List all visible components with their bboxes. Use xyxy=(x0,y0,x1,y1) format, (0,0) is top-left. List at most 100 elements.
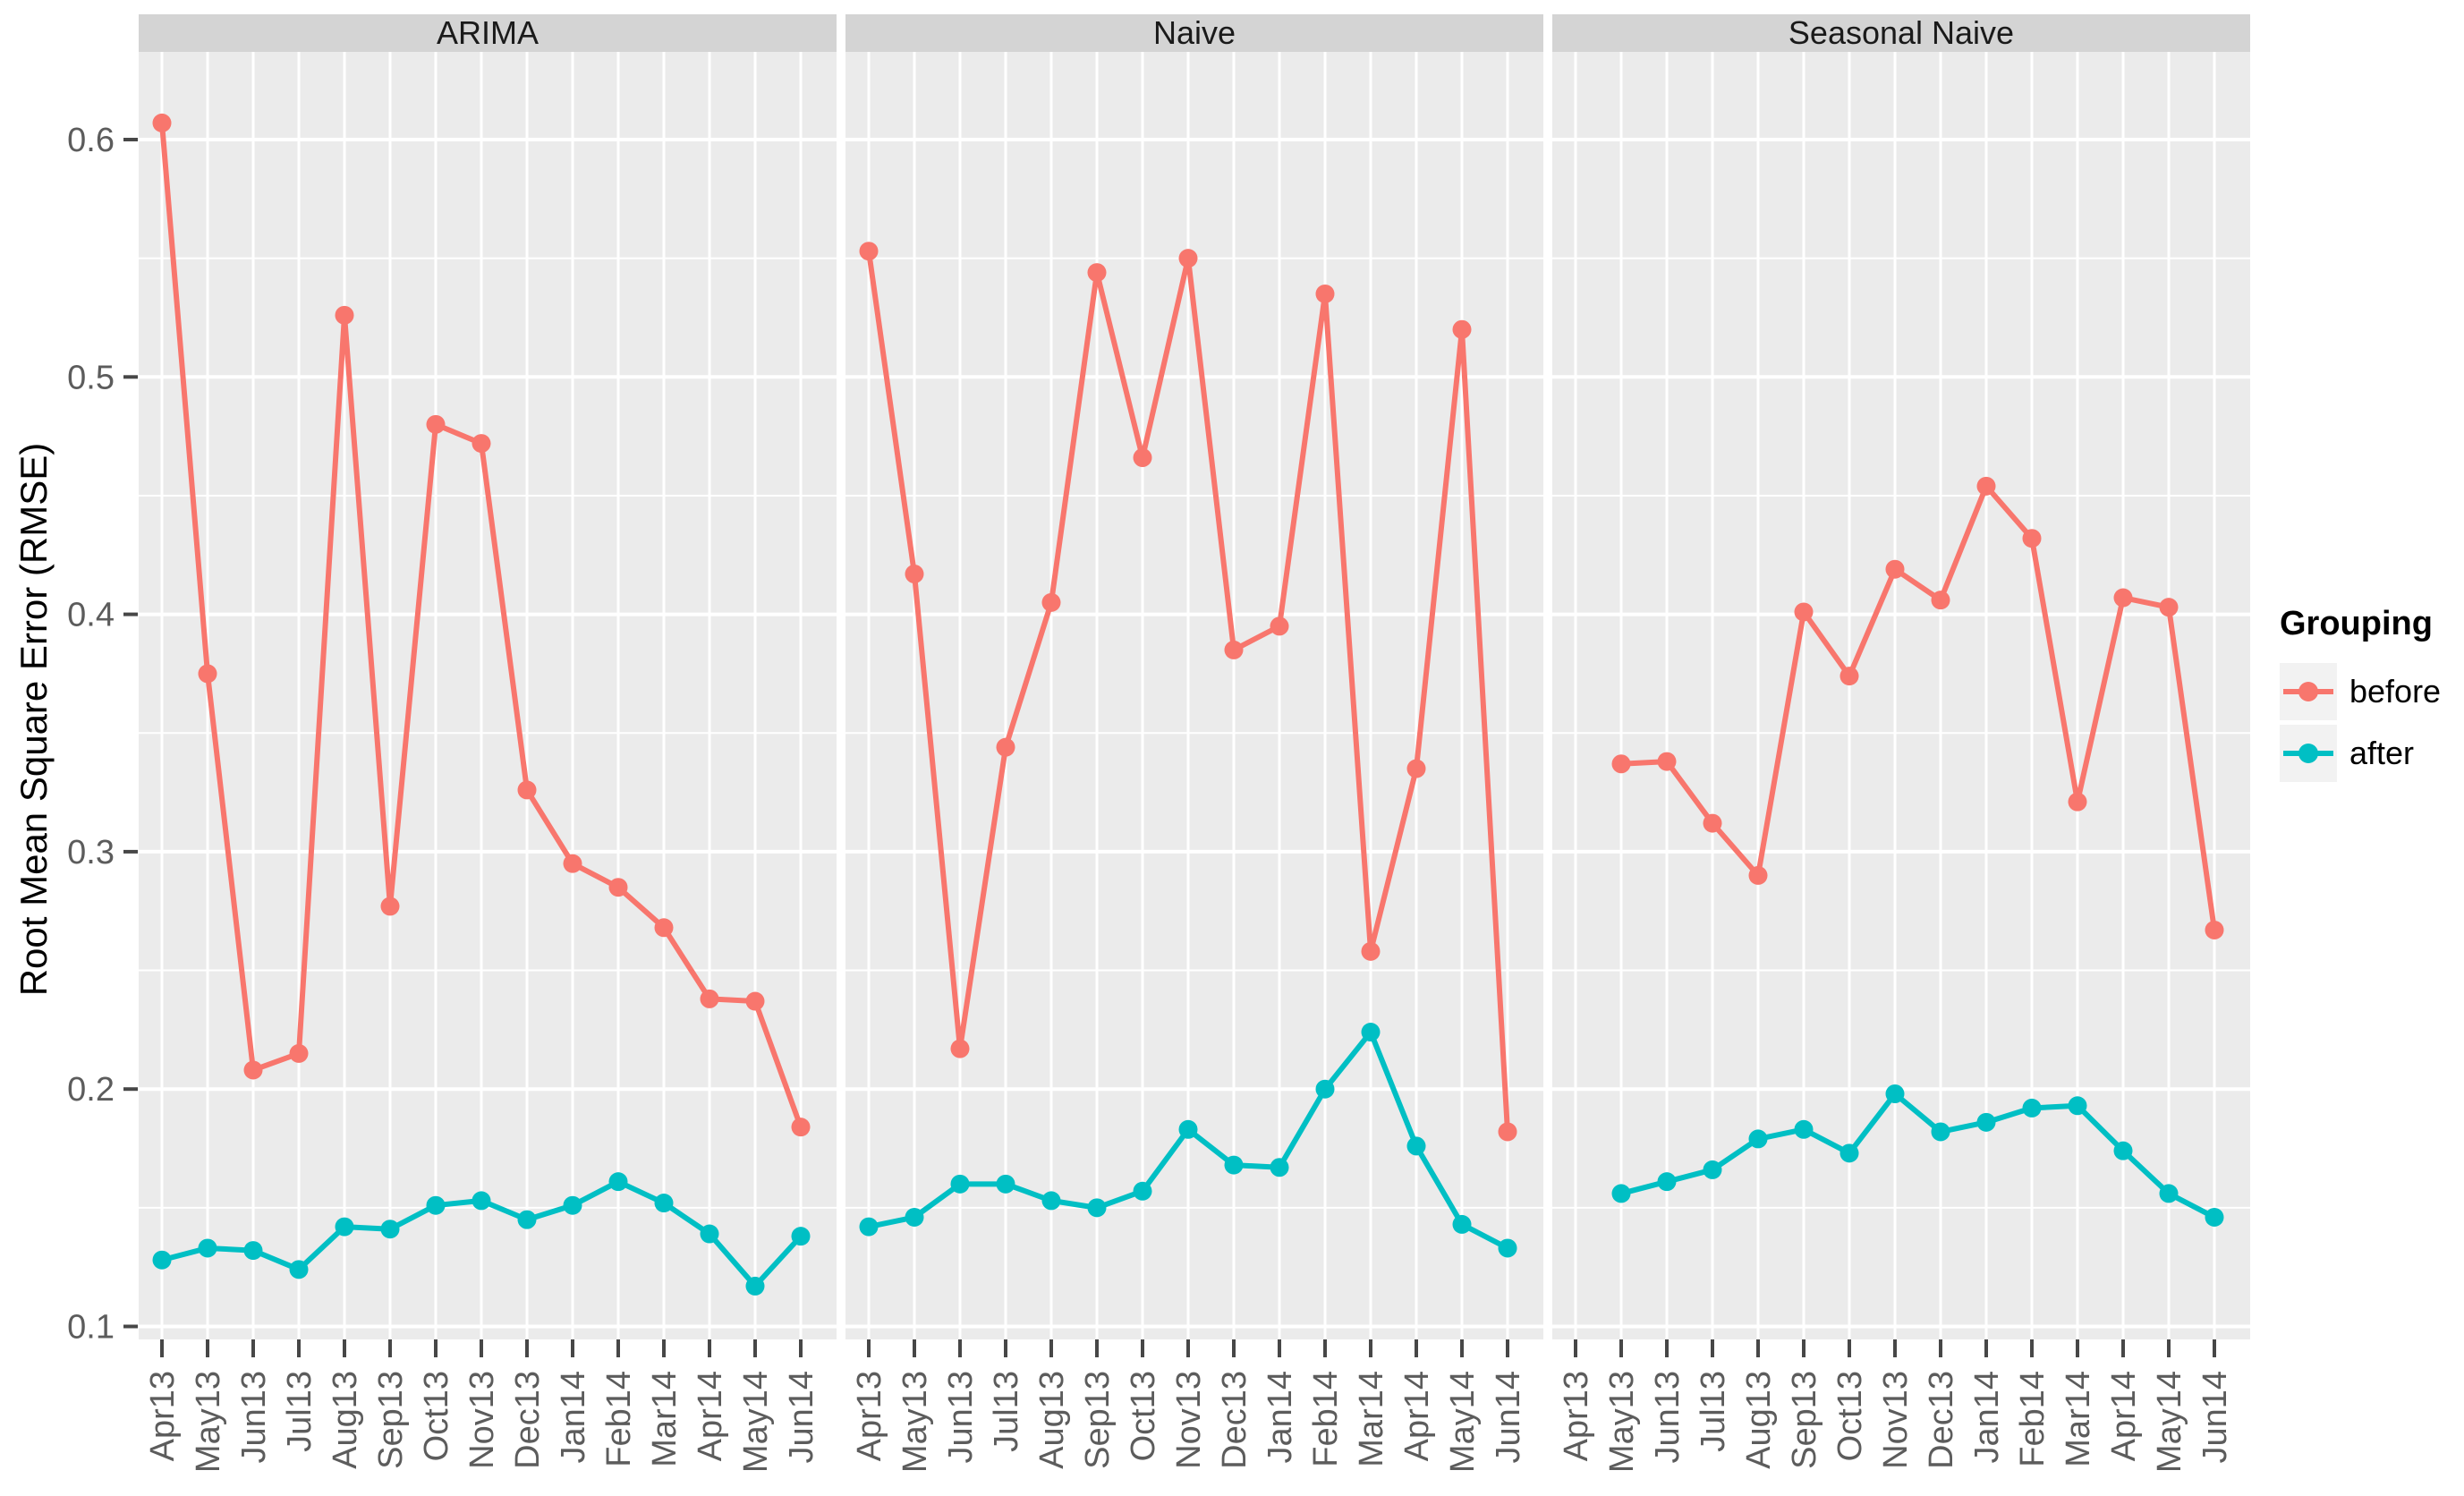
data-point-after xyxy=(791,1227,811,1246)
x-tick-label: Oct13 xyxy=(1831,1371,1869,1461)
legend-label-before: before xyxy=(2349,673,2442,710)
x-tick-label: Aug13 xyxy=(1033,1371,1071,1469)
data-point-before xyxy=(1657,752,1677,771)
panel-background xyxy=(1552,52,2250,1339)
facet-strip-naive: Naive xyxy=(845,14,1543,52)
data-point-before xyxy=(654,918,674,938)
data-point-before xyxy=(335,305,354,325)
facet-strip-arima: ARIMA xyxy=(139,14,837,52)
y-axis-title: Root Mean Square Error (RMSE) xyxy=(13,442,55,997)
x-tick-label: Nov13 xyxy=(1170,1371,1208,1469)
data-point-before xyxy=(243,1060,263,1080)
x-tick-label: May13 xyxy=(896,1371,934,1473)
data-point-before xyxy=(1224,640,1244,659)
legend: Grouping before after xyxy=(2273,605,2464,786)
facet-strip-seasonal-naive: Seasonal Naive xyxy=(1552,14,2250,52)
data-point-before xyxy=(2022,529,2042,548)
data-point-before xyxy=(1611,754,1631,774)
legend-key-after-icon xyxy=(2280,725,2337,782)
x-tick-label: Jun14 xyxy=(783,1371,820,1464)
x-tick-label: Apr13 xyxy=(144,1371,182,1461)
data-point-after xyxy=(905,1207,924,1227)
x-tick-label: May13 xyxy=(190,1371,227,1473)
data-point-after xyxy=(1794,1119,1814,1139)
panel-background xyxy=(845,52,1543,1339)
data-point-after xyxy=(517,1210,537,1229)
data-point-before xyxy=(1976,476,1996,496)
x-tick-label: Feb14 xyxy=(2014,1371,2052,1467)
data-point-after xyxy=(2113,1141,2133,1160)
x-tick-label: Nov13 xyxy=(463,1371,501,1469)
data-point-after xyxy=(950,1174,970,1194)
data-point-before xyxy=(1178,249,1198,268)
data-point-before xyxy=(996,737,1015,757)
x-tick-label: Oct13 xyxy=(1125,1371,1162,1461)
data-point-after xyxy=(152,1250,172,1270)
y-tick-label: 0.1 xyxy=(67,1309,115,1347)
data-point-before xyxy=(1885,559,1905,579)
data-point-after xyxy=(1611,1184,1631,1203)
panel-background xyxy=(139,52,837,1339)
data-point-after xyxy=(996,1174,1015,1194)
data-point-before xyxy=(1452,319,1472,339)
data-point-after xyxy=(654,1194,674,1213)
data-point-after xyxy=(1406,1136,1426,1156)
data-point-after xyxy=(2205,1207,2224,1227)
y-tick-label: 0.4 xyxy=(67,597,115,634)
x-tick-label: Jun13 xyxy=(1649,1371,1687,1464)
data-point-after xyxy=(1133,1181,1152,1201)
x-tick-label: Sep13 xyxy=(1079,1371,1117,1469)
data-point-after xyxy=(1703,1160,1722,1179)
legend-key-before-icon xyxy=(2280,663,2337,720)
data-point-before xyxy=(426,414,446,434)
x-tick-label: Feb14 xyxy=(1307,1371,1345,1467)
data-point-before xyxy=(905,564,924,583)
legend-key-glyph xyxy=(2283,682,2333,701)
x-tick-label: Jul13 xyxy=(281,1371,319,1452)
x-tick-label: Mar14 xyxy=(646,1371,684,1467)
data-point-before xyxy=(1270,616,1289,636)
data-point-before xyxy=(1315,284,1335,303)
x-tick-label: Oct13 xyxy=(418,1371,455,1461)
series-line-before xyxy=(1619,483,2217,933)
data-point-before xyxy=(1133,448,1152,468)
data-point-after xyxy=(1224,1155,1244,1175)
x-tick-label: Nov13 xyxy=(1877,1371,1915,1469)
x-tick-label: May14 xyxy=(2151,1371,2188,1473)
data-point-after xyxy=(198,1238,217,1258)
x-tick-label: Jun13 xyxy=(942,1371,980,1464)
data-point-before xyxy=(2205,920,2224,939)
x-tick-label: Sep13 xyxy=(1786,1371,1823,1469)
x-tick-label: Apr14 xyxy=(2105,1371,2143,1461)
data-point-after xyxy=(1885,1084,1905,1104)
x-tick-label: Jan14 xyxy=(555,1371,592,1464)
x-tick-label: Dec13 xyxy=(1923,1371,1960,1469)
data-point-after xyxy=(1270,1158,1289,1177)
data-point-before xyxy=(1748,865,1768,885)
data-point-after xyxy=(859,1217,879,1237)
data-point-before xyxy=(700,989,719,1008)
data-point-before xyxy=(563,854,582,873)
x-tick-label: Feb14 xyxy=(600,1371,638,1467)
data-point-before xyxy=(1794,602,1814,622)
data-point-after xyxy=(243,1241,263,1261)
data-point-after xyxy=(1657,1172,1677,1192)
y-tick-label: 0.5 xyxy=(67,359,115,396)
data-point-before xyxy=(2159,598,2179,617)
data-point-after xyxy=(1315,1079,1335,1099)
data-point-after xyxy=(1498,1238,1517,1258)
y-tick-label: 0.6 xyxy=(67,122,115,159)
data-point-after xyxy=(1840,1143,1859,1163)
x-tick-label: Apr14 xyxy=(692,1371,729,1461)
data-point-before xyxy=(1041,592,1061,612)
data-point-before xyxy=(2113,588,2133,608)
data-point-after xyxy=(289,1260,309,1279)
data-point-before xyxy=(950,1039,970,1058)
x-tick-label: Aug13 xyxy=(1740,1371,1778,1469)
data-point-before xyxy=(1840,667,1859,686)
legend-item-before: before xyxy=(2273,663,2464,720)
x-tick-label: Jul13 xyxy=(988,1371,1025,1452)
legend-title: Grouping xyxy=(2280,605,2433,642)
x-tick-label: Apr13 xyxy=(851,1371,888,1461)
